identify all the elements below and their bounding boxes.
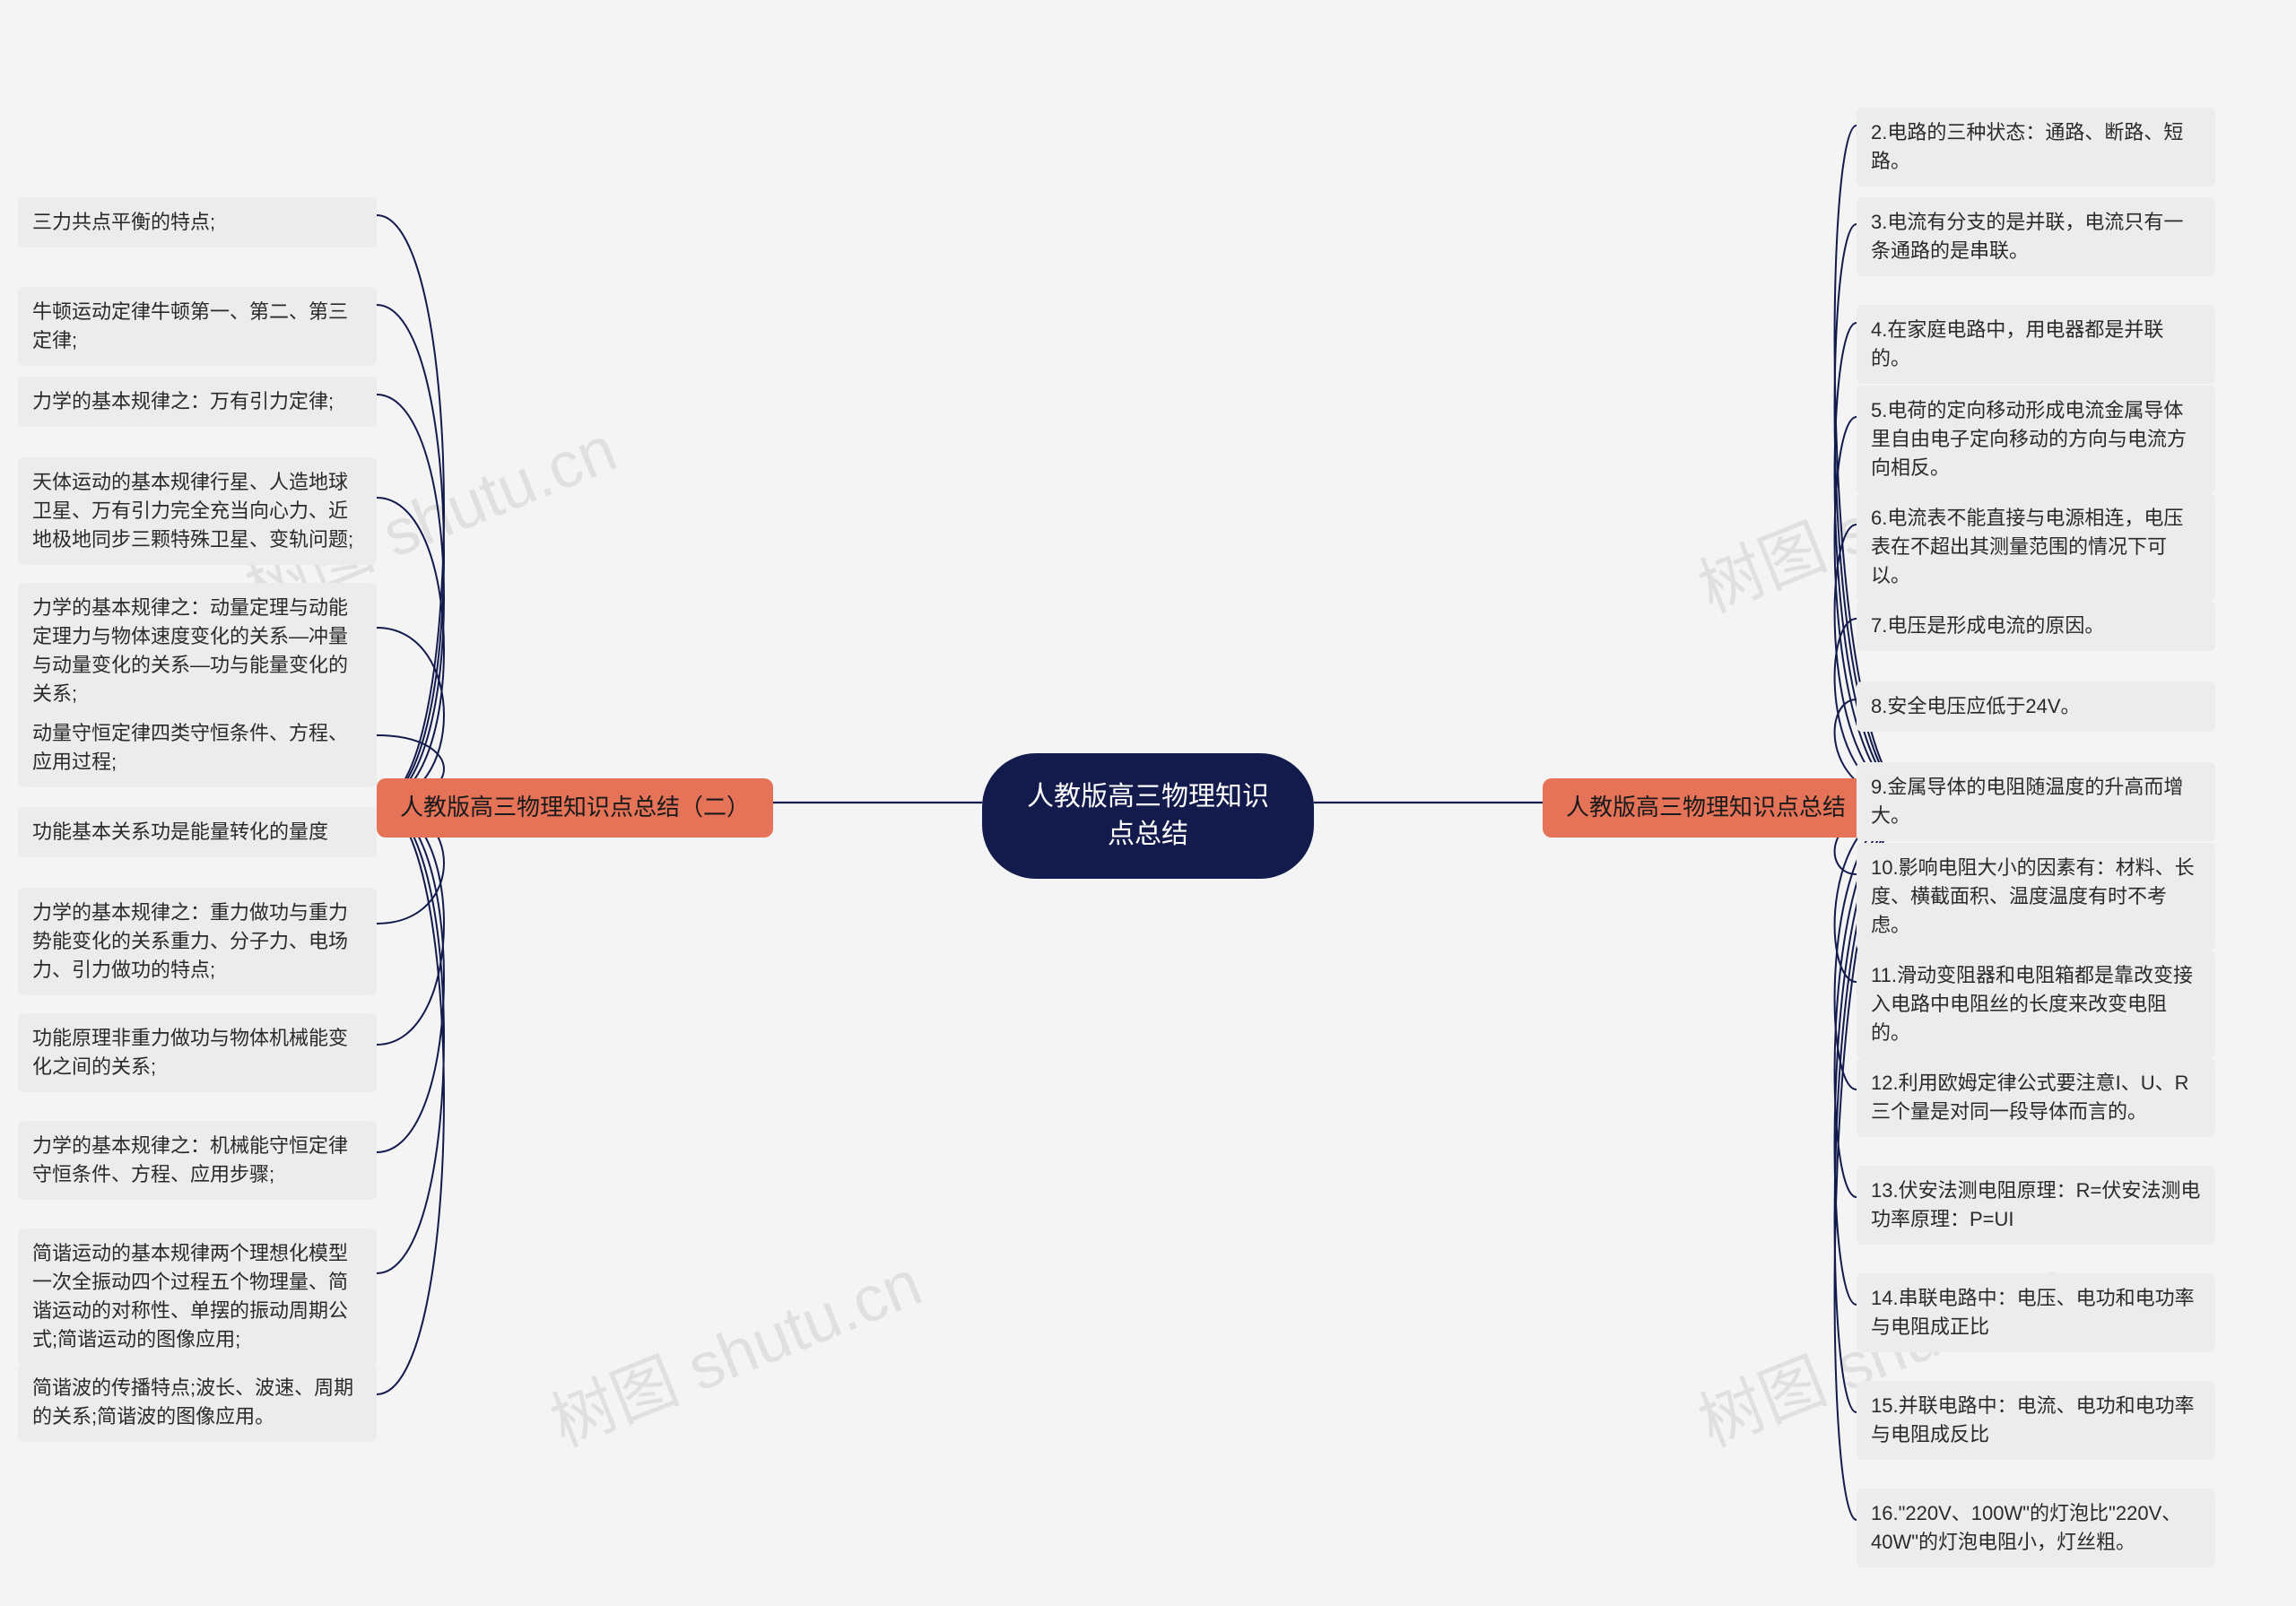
leaf-left[interactable]: 力学的基本规律之：万有引力定律; [18,377,377,427]
leaf-right[interactable]: 9.金属导体的电阻随温度的升高而增大。 [1857,762,2215,841]
leaf-right[interactable]: 11.滑动变阻器和电阻箱都是靠改变接入电路中电阻丝的长度来改变电阻的。 [1857,951,2215,1058]
leaf-left[interactable]: 三力共点平衡的特点; [18,197,377,247]
leaf-right[interactable]: 12.利用欧姆定律公式要注意I、U、R三个量是对同一段导体而言的。 [1857,1058,2215,1137]
leaf-right[interactable]: 3.电流有分支的是并联，电流只有一条通路的是串联。 [1857,197,2215,276]
leaf-left[interactable]: 功能基本关系功是能量转化的量度 [18,807,377,857]
leaf-left[interactable]: 牛顿运动定律牛顿第一、第二、第三定律; [18,287,377,366]
watermark: 树图 shutu.cn [535,1230,933,1464]
leaf-left[interactable]: 功能原理非重力做功与物体机械能变化之间的关系; [18,1013,377,1092]
root-node[interactable]: 人教版高三物理知识点总结 [982,753,1314,879]
leaf-right[interactable]: 10.影响电阻大小的因素有：材料、长度、横截面积、温度温度有时不考虑。 [1857,843,2215,951]
leaf-right[interactable]: 16."220V、100W"的灯泡比"220V、40W"的灯泡电阻小，灯丝粗。 [1857,1489,2215,1567]
leaf-left[interactable]: 动量守恒定律四类守恒条件、方程、应用过程; [18,708,377,787]
leaf-left[interactable]: 简谐波的传播特点;波长、波速、周期的关系;简谐波的图像应用。 [18,1363,377,1442]
leaf-right[interactable]: 8.安全电压应低于24V。 [1857,681,2215,732]
leaf-left[interactable]: 力学的基本规律之：重力做功与重力势能变化的关系重力、分子力、电场力、引力做功的特… [18,888,377,995]
leaf-left[interactable]: 天体运动的基本规律行星、人造地球卫星、万有引力完全充当向心力、近地极地同步三颗特… [18,457,377,565]
leaf-right[interactable]: 6.电流表不能直接与电源相连，电压表在不超出其测量范围的情况下可以。 [1857,493,2215,601]
leaf-right[interactable]: 5.电荷的定向移动形成电流金属导体里自由电子定向移动的方向与电流方向相反。 [1857,386,2215,493]
branch-left[interactable]: 人教版高三物理知识点总结（二） [377,778,773,838]
mindmap-canvas: 树图 shutu.cn 树图 shutu.cn 树图 shutu.cn 树图 s… [0,0,2296,1606]
leaf-right[interactable]: 7.电压是形成电流的原因。 [1857,601,2215,651]
leaf-right[interactable]: 15.并联电路中：电流、电功和电功率与电阻成反比 [1857,1381,2215,1460]
leaf-right[interactable]: 13.伏安法测电阻原理：R=伏安法测电功率原理：P=UI [1857,1166,2215,1245]
leaf-left[interactable]: 力学的基本规律之：动量定理与动能定理力与物体速度变化的关系—冲量与动量变化的关系… [18,583,377,719]
leaf-right[interactable]: 14.串联电路中：电压、电功和电功率与电阻成正比 [1857,1273,2215,1352]
leaf-left[interactable]: 力学的基本规律之：机械能守恒定律守恒条件、方程、应用步骤; [18,1121,377,1200]
leaf-right[interactable]: 4.在家庭电路中，用电器都是并联的。 [1857,305,2215,384]
leaf-right[interactable]: 2.电路的三种状态：通路、断路、短路。 [1857,108,2215,187]
leaf-left[interactable]: 简谐运动的基本规律两个理想化模型一次全振动四个过程五个物理量、简谐运动的对称性、… [18,1228,377,1365]
